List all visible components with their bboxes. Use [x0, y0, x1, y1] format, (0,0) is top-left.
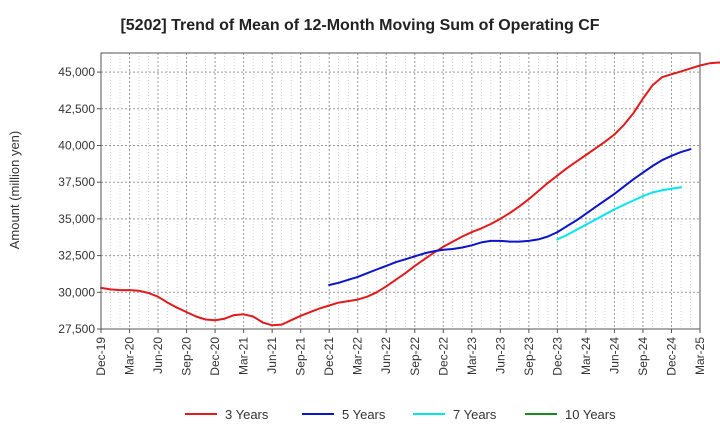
y-tick-label: 32,500: [58, 249, 95, 263]
x-tick-label: Sep-23: [522, 337, 536, 376]
y-ticks: 27,500 30,000 32,500 35,000 37,500 40,000 42,5…: [58, 65, 101, 336]
y-tick-label: 40,000: [58, 138, 95, 152]
x-tick-label: Mar-25: [693, 337, 707, 375]
y-tick-label: 35,000: [58, 212, 95, 226]
x-tick-label: Dec-22: [436, 337, 450, 376]
x-tick-label: Mar-24: [579, 337, 593, 375]
x-tick-label: Sep-21: [294, 337, 308, 376]
x-ticks: Dec-19 Mar-20 Jun-20 Sep-20 Dec-20 Mar-21 Jun-…: [94, 329, 707, 376]
x-tick-label: Dec-24: [664, 337, 678, 376]
x-tick-label: Mar-23: [465, 337, 479, 375]
x-tick-label: Sep-24: [636, 337, 650, 376]
x-tick-label: Dec-19: [94, 337, 108, 376]
grid: [100, 53, 701, 330]
legend-label-10-years: 10 Years: [565, 407, 616, 422]
legend-label-3-years: 3 Years: [225, 407, 269, 422]
series-line-5-years: [328, 148, 692, 286]
series-line-3-years: [100, 61, 720, 327]
plot-frame: [100, 52, 701, 330]
x-tick-label: Jun-24: [607, 337, 621, 374]
y-tick-label: 37,500: [58, 175, 95, 189]
x-tick-label: Sep-22: [408, 337, 422, 376]
x-tick-label: Jun-21: [265, 337, 279, 374]
x-tick-label: Mar-20: [123, 337, 137, 375]
x-tick-label: Jun-23: [493, 337, 507, 374]
y-tick-label: 42,500: [58, 102, 95, 116]
legend-label-5-years: 5 Years: [342, 407, 386, 422]
x-tick-label: Mar-22: [351, 337, 365, 375]
y-axis-label: Amount (million yen): [7, 131, 22, 250]
x-tick-label: Jun-20: [151, 337, 165, 374]
y-tick-label: 30,000: [58, 285, 95, 299]
legend: 3 Years 5 Years 7 Years 10 Years: [185, 407, 616, 422]
chart-title: [5202] Trend of Mean of 12-Month Moving …: [120, 17, 599, 34]
series-line-7-years: [556, 186, 682, 241]
legend-label-7-years: 7 Years: [453, 407, 497, 422]
x-tick-label: Jun-22: [379, 337, 393, 374]
x-tick-label: Sep-20: [180, 337, 194, 376]
series-group: [100, 61, 720, 327]
x-tick-label: Dec-21: [322, 337, 336, 376]
x-tick-label: Dec-23: [550, 337, 564, 376]
x-tick-label: Dec-20: [208, 337, 222, 376]
x-tick-label: Mar-21: [237, 337, 251, 375]
y-tick-label: 45,000: [58, 65, 95, 79]
y-tick-label: 27,500: [58, 322, 95, 336]
